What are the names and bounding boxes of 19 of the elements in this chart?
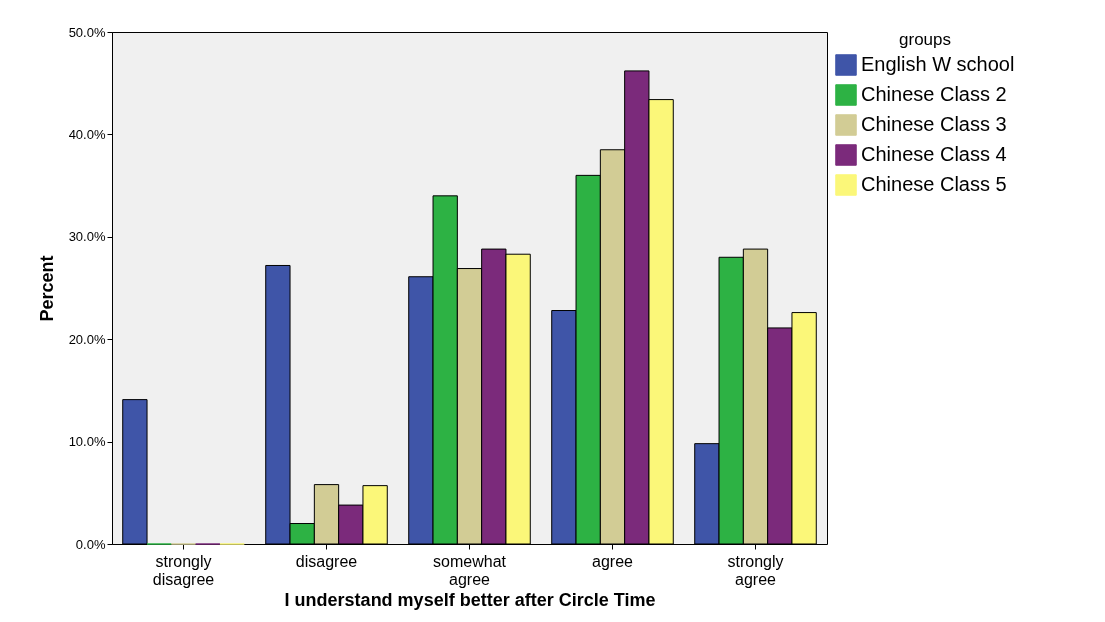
x-tick-label: somewhat agree	[433, 552, 507, 588]
x-tick-label: disagree	[295, 552, 358, 570]
y-tick-label: 40.0%	[68, 126, 106, 142]
legend-label: Chinese Class 4	[861, 143, 1007, 165]
x-tick-label: agree	[592, 552, 634, 570]
legend-label: English W school	[861, 53, 1015, 75]
x-tick-label: strongly disagree	[152, 552, 215, 588]
legend-label: Chinese Class 2	[861, 83, 1007, 105]
y-tick-label: 50.0%	[68, 24, 106, 40]
x-tick-label: strongly agree	[727, 552, 784, 588]
legend-title: groups	[899, 30, 951, 49]
legend-label: Chinese Class 3	[861, 113, 1007, 135]
y-tick-label: 0.0%	[75, 536, 106, 552]
y-tick-label: 20.0%	[68, 331, 106, 347]
x-axis-title: I understand myself better after Circle Time	[284, 589, 656, 610]
y-tick-label: 30.0%	[68, 229, 106, 245]
y-tick-label: 10.0%	[68, 434, 106, 450]
legend-label: Chinese Class 5	[861, 173, 1007, 195]
y-axis-title: Percent	[36, 255, 57, 322]
